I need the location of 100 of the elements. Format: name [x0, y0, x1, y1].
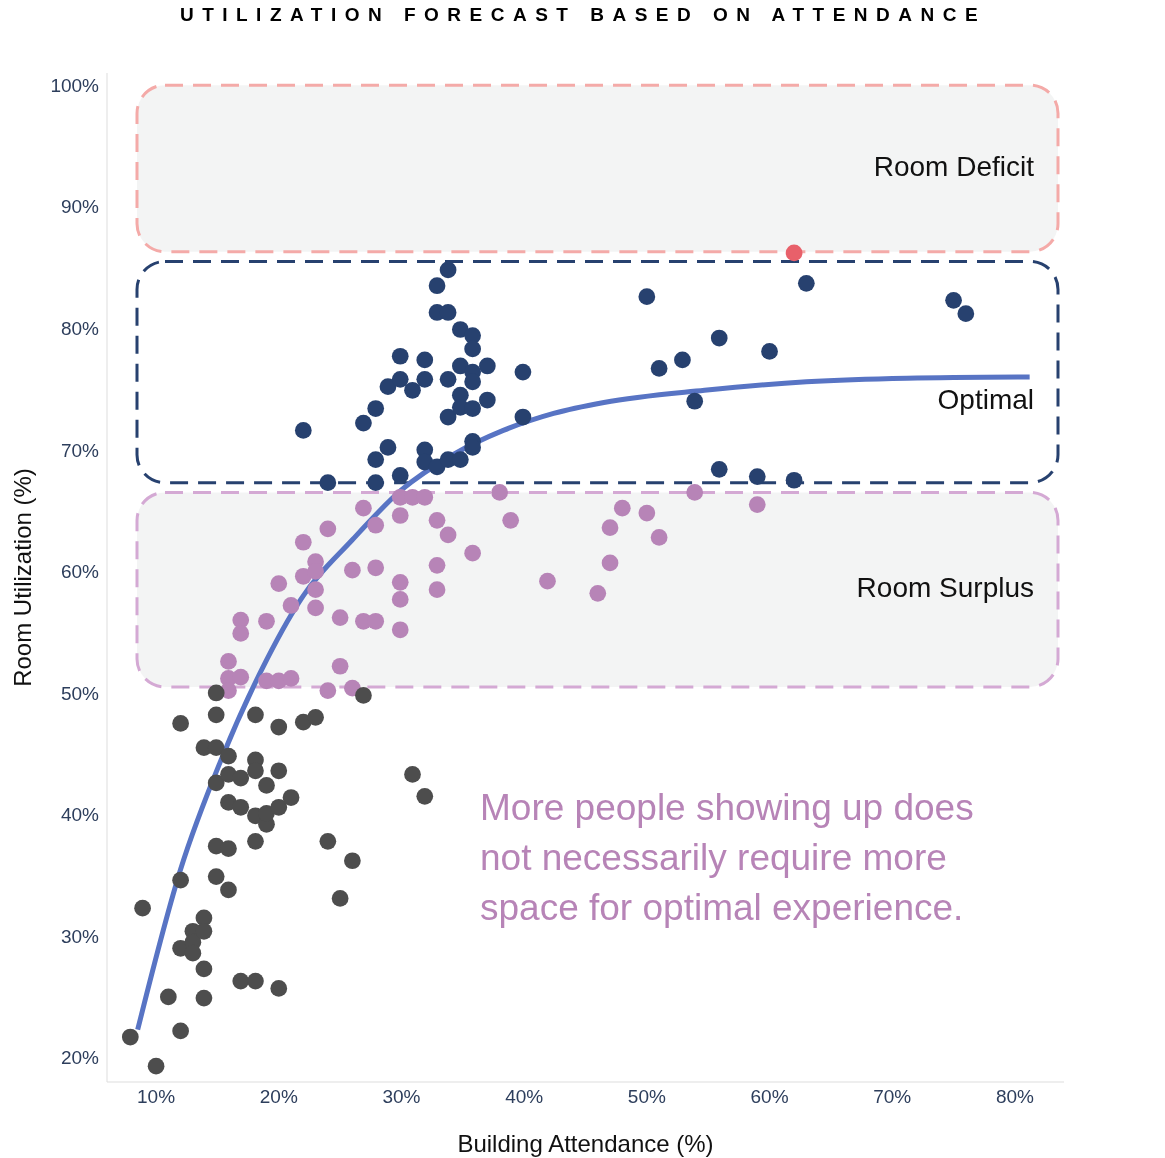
point [478, 391, 496, 409]
point [232, 798, 250, 816]
point [258, 612, 275, 630]
x-tick-label: 50% [627, 1086, 666, 1108]
point [207, 706, 225, 724]
point [464, 544, 481, 562]
point [258, 777, 275, 794]
point [172, 715, 189, 732]
x-tick-label: 20% [259, 1086, 298, 1108]
point [514, 363, 532, 381]
point [147, 1057, 165, 1075]
x-tick-label: 60% [750, 1086, 789, 1108]
point [232, 972, 250, 990]
point [957, 305, 975, 323]
point [601, 554, 619, 572]
y-tick-label: 50% [60, 682, 100, 704]
point [172, 871, 189, 889]
point [404, 381, 421, 399]
x-tick-label: 70% [873, 1086, 912, 1108]
point [319, 832, 337, 850]
point [638, 288, 656, 306]
point [282, 789, 300, 806]
x-tick-label: 10% [137, 1086, 176, 1108]
x-tick-label: 40% [505, 1086, 544, 1108]
point [282, 597, 300, 614]
point [491, 484, 508, 501]
point [331, 657, 349, 675]
point [367, 612, 385, 630]
point [331, 890, 349, 907]
point [307, 708, 324, 726]
x-tick-label: 30% [382, 1086, 421, 1108]
y-tick-label: 30% [60, 925, 100, 947]
y-tick-label: 60% [60, 561, 100, 583]
point [344, 561, 361, 579]
point [391, 371, 409, 388]
point [270, 575, 288, 592]
point [379, 439, 397, 456]
point [367, 559, 385, 577]
point [539, 572, 556, 590]
point [514, 408, 532, 426]
point [319, 682, 337, 699]
point [367, 451, 385, 468]
point [282, 670, 300, 687]
point [232, 769, 250, 787]
point [367, 400, 385, 417]
point [232, 668, 250, 686]
point [464, 340, 481, 358]
point [674, 351, 691, 369]
y-axis-title: Room Utilization (%) [8, 468, 36, 687]
point [404, 766, 421, 783]
y-tick-label: 90% [60, 196, 100, 218]
annotation: More people showing up does not necessarily require more space for optimal experience. [480, 786, 975, 930]
point [391, 507, 409, 524]
point [416, 371, 434, 388]
point [270, 718, 288, 736]
point [121, 1028, 139, 1046]
point [207, 868, 225, 885]
point [220, 881, 237, 899]
point [134, 899, 151, 917]
point [710, 460, 728, 478]
point [247, 832, 264, 850]
point [319, 474, 337, 492]
point [294, 422, 312, 439]
point [172, 1022, 189, 1040]
point [464, 327, 481, 344]
point [220, 747, 237, 765]
point [686, 392, 704, 410]
point [307, 581, 324, 599]
point [761, 343, 778, 360]
point [478, 357, 496, 375]
point [601, 519, 619, 537]
y-tick-label: 80% [60, 318, 100, 340]
point [159, 988, 177, 1006]
point [247, 706, 264, 724]
point [270, 980, 288, 997]
point [355, 499, 372, 517]
point [439, 526, 457, 544]
point [391, 591, 409, 608]
point [428, 556, 446, 574]
point [416, 787, 434, 805]
point [391, 574, 409, 591]
point [355, 414, 372, 432]
point [451, 357, 469, 375]
point [748, 496, 766, 513]
point [367, 474, 385, 492]
point [785, 244, 803, 262]
point [220, 653, 237, 670]
band-label: Room Deficit [873, 150, 1035, 182]
point [391, 467, 409, 484]
point [331, 609, 349, 626]
point [195, 960, 213, 978]
y-tick-label: 20% [60, 1047, 100, 1069]
point [207, 684, 225, 702]
point [439, 261, 457, 279]
x-tick-label: 80% [995, 1086, 1035, 1108]
point [207, 774, 225, 792]
band-label: Optimal [937, 384, 1034, 416]
point [710, 329, 728, 347]
point [307, 599, 324, 617]
chart-title: UTILIZATION FORECAST BASED ON ATTENDANCE [178, 4, 988, 26]
